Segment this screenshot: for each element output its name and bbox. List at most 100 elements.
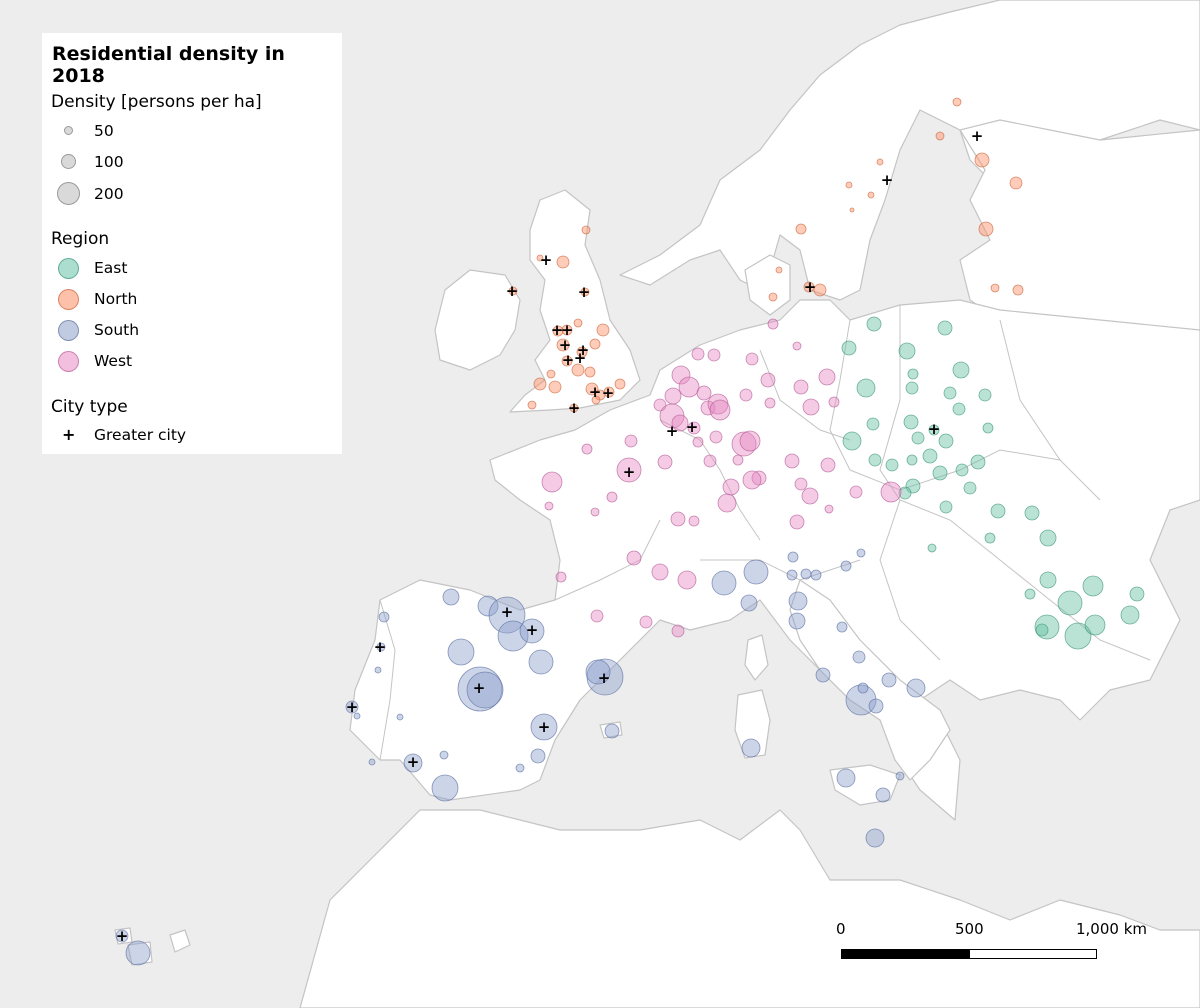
city-point — [932, 465, 948, 481]
map-legend: Residential density in 2018 Density [per… — [42, 33, 342, 454]
city-point — [815, 667, 831, 683]
city-point — [905, 381, 919, 395]
city-point — [528, 649, 554, 675]
land-canary-3 — [169, 929, 191, 953]
city-point — [794, 477, 808, 491]
city-point — [820, 457, 836, 473]
legend-region-symbol-north — [58, 289, 79, 310]
greater-city-marker: + — [526, 621, 539, 639]
city-point — [767, 318, 779, 330]
city-point — [922, 448, 938, 464]
city-point — [845, 181, 853, 189]
city-point — [670, 511, 686, 527]
city-point — [787, 551, 799, 563]
city-point — [824, 504, 834, 514]
city-point — [849, 207, 855, 213]
city-point — [651, 563, 669, 581]
city-point — [584, 366, 596, 378]
greater-city-marker: + — [538, 718, 551, 736]
city-point — [368, 758, 376, 766]
legend-region-label-east: East — [94, 259, 128, 277]
greater-city-marker: + — [374, 638, 387, 656]
city-point — [802, 398, 820, 416]
city-point — [801, 487, 819, 505]
city-point — [788, 591, 808, 611]
city-point — [722, 478, 740, 496]
city-point — [731, 431, 757, 457]
city-point — [898, 486, 912, 500]
greater-city-marker: + — [881, 171, 894, 189]
city-point — [581, 443, 593, 455]
city-point — [581, 225, 591, 235]
city-point — [845, 684, 877, 716]
land-denmark — [744, 254, 791, 316]
city-points-layer: ++++ + ++++++ ++ ++++ +++++++++++ — [115, 97, 1145, 966]
greater-city-marker: + — [666, 422, 679, 440]
city-point — [745, 352, 759, 366]
city-point — [616, 457, 642, 483]
legend-density-symbol-100 — [61, 154, 76, 169]
legend-region-symbol-west — [58, 351, 79, 372]
city-point — [1024, 505, 1040, 521]
land-italy-coast — [789, 579, 951, 781]
city-point — [840, 560, 852, 572]
city-point — [544, 501, 554, 511]
city-point — [1057, 590, 1083, 616]
city-point — [442, 588, 460, 606]
city-point — [677, 570, 697, 590]
scalebar — [841, 949, 1097, 959]
city-point — [515, 763, 525, 773]
legend-density-label-200: 200 — [94, 185, 124, 203]
city-point — [585, 382, 599, 396]
city-point — [792, 341, 802, 351]
city-point — [880, 481, 902, 503]
city-point — [580, 287, 590, 297]
city-point — [978, 388, 992, 402]
city-point — [533, 377, 547, 391]
city-point — [1012, 284, 1024, 296]
city-point — [813, 283, 827, 297]
city-point — [841, 340, 857, 356]
greater-city-marker: + — [551, 321, 564, 339]
city-point — [403, 753, 423, 773]
city-point — [125, 940, 151, 966]
city-point — [576, 346, 588, 358]
city-point — [732, 454, 744, 466]
city-point — [590, 507, 600, 517]
city-point — [866, 417, 880, 431]
legend-region-label-west: West — [94, 352, 133, 370]
city-point — [488, 596, 526, 634]
city-point — [768, 292, 778, 302]
city-point — [115, 929, 129, 943]
greater-city-marker: + — [577, 341, 590, 359]
city-point — [374, 666, 382, 674]
city-point — [466, 671, 504, 709]
city-point — [603, 386, 615, 398]
city-point — [703, 454, 717, 468]
city-point — [624, 434, 638, 448]
scalebar-label-1000: 1,000 km — [1076, 920, 1148, 938]
greater-city-marker: + — [928, 420, 941, 438]
city-point — [1009, 176, 1023, 190]
city-point — [1129, 586, 1145, 602]
city-point — [688, 515, 700, 527]
legend-density-heading: Density [persons per ha] — [51, 92, 262, 112]
city-point — [345, 700, 359, 714]
greater-city-marker: + — [501, 603, 514, 621]
greater-city-marker: + — [804, 278, 817, 296]
city-point — [626, 550, 642, 566]
legend-title: Residential density in 2018 — [52, 43, 285, 87]
city-point — [852, 650, 866, 664]
city-point — [709, 399, 731, 421]
legend-density-label-100: 100 — [94, 153, 124, 171]
city-point — [789, 514, 805, 530]
legend-region-symbol-south — [58, 320, 79, 341]
city-point — [911, 431, 925, 445]
greater-city-marker: + — [578, 283, 591, 301]
city-point — [614, 378, 626, 390]
greater-city-marker: + — [623, 463, 636, 481]
city-point — [569, 403, 579, 413]
city-point — [508, 286, 518, 296]
city-point — [803, 281, 815, 293]
city-point — [955, 463, 969, 477]
